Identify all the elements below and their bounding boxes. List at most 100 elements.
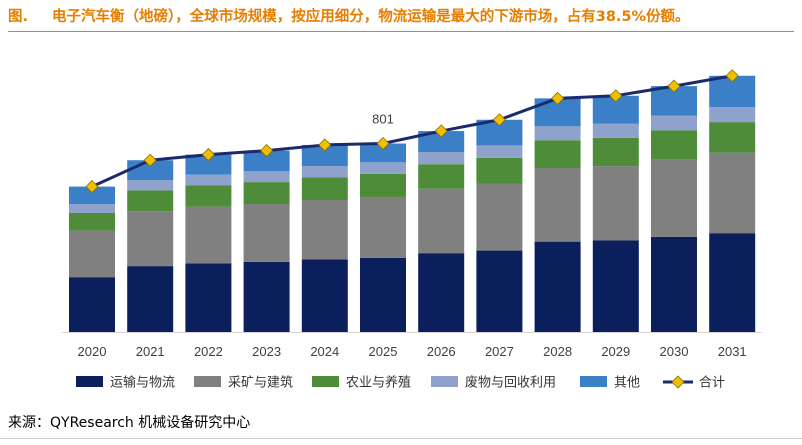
x-tick-2026: 2026 (427, 344, 456, 359)
legend-label-2: 农业与养殖 (346, 375, 411, 391)
total-marker-2022 (201, 148, 215, 162)
total-marker-2027 (492, 113, 506, 127)
x-tick-2024: 2024 (310, 344, 339, 359)
total-marker-2023 (260, 144, 274, 158)
bar-2026-series-2 (418, 164, 465, 189)
total-marker-2020 (85, 180, 99, 194)
data-label-2025: 801 (372, 112, 394, 127)
bar-2031-series-3 (709, 107, 756, 123)
bar-2030-series-2 (651, 130, 697, 160)
bar-2028-series-2 (534, 140, 581, 168)
total-marker-2029 (609, 89, 623, 103)
bar-2024-series-0 (301, 259, 348, 332)
bar-2027-series-1 (476, 183, 523, 251)
bar-2020-series-3 (69, 204, 115, 213)
bar-layer (69, 75, 756, 332)
legend-swatch-4 (580, 376, 607, 387)
bar-2027-series-2 (476, 157, 523, 184)
total-line (91, 74, 733, 188)
x-tick-2020: 2020 (78, 344, 107, 359)
x-tick-2027: 2027 (485, 344, 514, 359)
bar-2022-series-4 (185, 154, 232, 175)
bar-2029-series-2 (592, 137, 639, 167)
bar-2024-series-3 (301, 166, 348, 178)
bar-2021-series-0 (127, 266, 174, 332)
bar-2025-series-2 (360, 173, 406, 197)
bar-2030-series-1 (651, 159, 697, 237)
legend-label-3: 废物与回收利用 (465, 375, 556, 391)
total-marker-2028 (551, 91, 565, 105)
bar-2020-series-4 (69, 186, 115, 205)
legend-swatch-2 (312, 376, 339, 387)
bar-2025-series-3 (360, 162, 406, 174)
legend-label-total: 合计 (699, 376, 725, 391)
bar-2024-series-4 (301, 144, 348, 167)
x-tick-2021: 2021 (136, 344, 165, 359)
total-marker-2024 (318, 138, 332, 152)
bar-2023-series-3 (243, 171, 290, 183)
legend: 运输与物流 采矿与建筑 农业与养殖 废物与回收利用 其他 合计 (76, 375, 725, 391)
bar-2030-series-3 (651, 115, 697, 131)
bar-2025-series-1 (360, 196, 406, 258)
footer-divider (0, 438, 802, 439)
bar-2020-series-2 (69, 212, 115, 231)
x-tick-2023: 2023 (252, 344, 281, 359)
total-line-layer (85, 69, 739, 194)
bar-2026-series-1 (418, 188, 465, 254)
total-marker-2025 (376, 136, 390, 151)
bar-2022-series-1 (185, 206, 232, 264)
bar-2027-series-0 (476, 250, 523, 332)
legend-label-0: 运输与物流 (110, 375, 175, 391)
x-tick-2025: 2025 (369, 344, 398, 359)
x-tick-2029: 2029 (601, 344, 630, 359)
legend-label-4: 其他 (614, 376, 640, 391)
bar-2026-series-3 (418, 151, 465, 165)
bar-2025-series-0 (360, 257, 406, 332)
total-marker-2021 (143, 153, 157, 167)
bar-2020-series-0 (69, 277, 115, 332)
x-tick-2030: 2030 (660, 344, 689, 359)
bar-2024-series-2 (301, 177, 348, 200)
bar-2029-series-1 (592, 166, 639, 241)
x-tick-2028: 2028 (543, 344, 572, 359)
figure-title-text: 电子汽车衡（地磅），全球市场规模，按应用细分，物流运输是最大的下游市场，占有38… (52, 9, 690, 25)
bar-2030-series-0 (651, 236, 697, 332)
bar-2027-series-3 (476, 145, 523, 158)
x-axis-ticks: 2020 2021 2022 2023 2024 2025 2026 2027 2028 2029… (78, 344, 747, 359)
bar-2023-series-2 (243, 182, 290, 204)
legend-label-1: 采矿与建筑 (228, 375, 293, 391)
total-marker-2031 (725, 69, 739, 83)
bar-2025-series-4 (360, 143, 406, 163)
bar-2028-series-1 (534, 167, 581, 242)
bar-2029-series-0 (592, 240, 639, 332)
bar-2028-series-3 (534, 126, 581, 141)
bar-2023-series-4 (243, 150, 290, 172)
total-marker-2026 (434, 124, 448, 138)
bar-2031-series-0 (709, 233, 756, 332)
bar-2028-series-0 (534, 241, 581, 332)
x-tick-2022: 2022 (194, 344, 223, 359)
bar-2026-series-0 (418, 253, 465, 332)
bar-2023-series-1 (243, 203, 290, 262)
bar-2031-series-1 (709, 152, 756, 234)
x-tick-2031: 2031 (718, 344, 747, 359)
source-note: 来源：QYResearch 机械设备研究中心 (8, 415, 251, 431)
legend-line-marker (671, 375, 685, 389)
bar-2022-series-3 (185, 174, 232, 186)
legend-swatch-0 (76, 376, 103, 387)
bar-2021-series-2 (127, 190, 174, 212)
total-marker-2030 (667, 79, 681, 93)
bar-2026-series-4 (418, 131, 465, 152)
legend-swatch-1 (194, 376, 221, 387)
figure-title: 图. 电子汽车衡（地磅），全球市场规模，按应用细分，物流运输是最大的下游市场，占有… (8, 6, 798, 28)
bar-2022-series-0 (185, 263, 232, 332)
figure-label: 图. (8, 9, 29, 25)
bar-2023-series-0 (243, 261, 290, 332)
legend-swatch-3 (431, 376, 458, 387)
annotation-layer: 801 (372, 112, 394, 127)
bar-2021-series-3 (127, 179, 174, 191)
bar-2031-series-2 (709, 122, 756, 153)
bar-2029-series-3 (592, 123, 639, 138)
title-underline (8, 31, 794, 32)
